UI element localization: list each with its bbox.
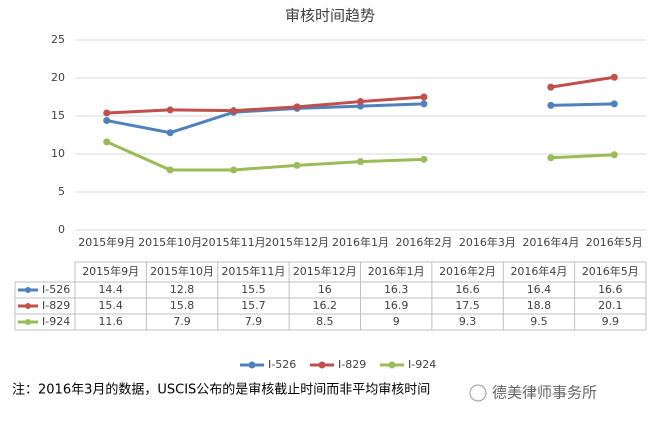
table-cell: 16.6: [598, 283, 623, 296]
table-header: 2016年4月: [510, 264, 567, 278]
y-tick-label: 0: [58, 223, 65, 236]
point: [547, 101, 555, 109]
table-cell: 15.8: [170, 299, 195, 312]
table-cell: 15.7: [241, 299, 266, 312]
table-header: 2016年5月: [582, 264, 639, 278]
point: [166, 129, 174, 137]
chart-title: 审核时间趋势: [285, 7, 375, 25]
point: [166, 166, 174, 174]
x-tick-label: 2016年5月: [586, 235, 643, 249]
legend-label: I-924: [408, 358, 436, 371]
y-tick-label: 20: [51, 71, 65, 84]
table-header: 2015年9月: [82, 264, 139, 278]
table-header: 2016年1月: [368, 264, 425, 278]
x-tick-label: 2015年12月: [265, 235, 329, 249]
legend-key: [25, 303, 31, 309]
point: [610, 100, 618, 108]
table-cell: 16.6: [455, 283, 480, 296]
point: [547, 83, 555, 91]
table-cell: 15.4: [98, 299, 123, 312]
legend-label: I-829: [338, 358, 366, 371]
point: [420, 93, 428, 101]
table-cell: 9.3: [459, 315, 477, 328]
x-tick-label: 2016年1月: [332, 235, 389, 249]
point: [103, 117, 111, 125]
table-cell: 7.9: [173, 315, 191, 328]
point: [166, 106, 174, 114]
series-line: [550, 102, 615, 107]
series-line: [106, 140, 424, 172]
y-tick-label: 25: [51, 33, 65, 46]
point: [420, 155, 428, 163]
y-tick-label: 5: [58, 185, 65, 198]
point: [293, 103, 301, 111]
legend-key: [318, 361, 326, 369]
table-cell: 7.9: [245, 315, 263, 328]
table-header: 2015年11月: [221, 264, 285, 278]
x-tick-label: 2016年4月: [522, 235, 579, 249]
table-header: 2015年10月: [150, 264, 214, 278]
table-cell: 16: [318, 283, 332, 296]
point: [610, 73, 618, 81]
y-tick-label: 10: [51, 147, 65, 160]
x-tick-label: 2015年10月: [138, 235, 202, 249]
table-cell: 16.2: [313, 299, 338, 312]
table-cell: 9: [393, 315, 400, 328]
series-line: [550, 153, 615, 160]
x-tick-label: 2015年9月: [78, 235, 135, 249]
table-cell: 17.5: [455, 299, 480, 312]
note: 注：2016年3月的数据，USCIS公布的是审核截止时间而非平均审核时间: [12, 382, 430, 398]
point: [547, 154, 555, 162]
table-cell: 9.5: [530, 315, 548, 328]
legend-key: [25, 319, 31, 325]
point: [420, 100, 428, 108]
x-tick-label: 2015年11月: [202, 235, 266, 249]
x-tick-label: 2016年3月: [459, 235, 516, 249]
legend-label: I-526: [268, 358, 296, 371]
table-cell: 16.4: [527, 283, 552, 296]
table-cell: 11.6: [98, 315, 123, 328]
point: [103, 138, 111, 146]
point: [230, 107, 238, 115]
table-row-label: I-526: [42, 283, 70, 296]
point: [293, 161, 301, 169]
table-cell: 12.8: [170, 283, 195, 296]
point: [357, 98, 364, 106]
logo-icon: [469, 384, 487, 402]
series-line: [106, 95, 425, 115]
table-row-label: I-924: [42, 315, 70, 328]
y-tick-label: 15: [51, 109, 65, 122]
point: [610, 151, 618, 159]
table-cell: 8.5: [316, 315, 334, 328]
legend-key: [388, 361, 396, 369]
table-cell: 16.3: [384, 283, 409, 296]
table-cell: 16.9: [384, 299, 409, 312]
legend-key: [248, 361, 256, 369]
point: [357, 158, 364, 166]
table-cell: 18.8: [527, 299, 552, 312]
legend-key: [25, 287, 31, 293]
point: [103, 109, 111, 117]
table-cell: 15.5: [241, 283, 266, 296]
table-row-label: I-829: [42, 299, 70, 312]
point: [230, 166, 238, 174]
watermark: 德美律师事务所: [492, 384, 597, 402]
table-cell: 14.4: [98, 283, 123, 296]
table-header: 2016年2月: [439, 264, 496, 278]
series-line: [550, 75, 615, 89]
table-cell: 20.1: [598, 299, 623, 312]
table-header: 2015年12月: [293, 264, 357, 278]
series-line: [106, 102, 424, 135]
x-tick-label: 2016年2月: [395, 235, 452, 249]
table-cell: 9.9: [602, 315, 620, 328]
